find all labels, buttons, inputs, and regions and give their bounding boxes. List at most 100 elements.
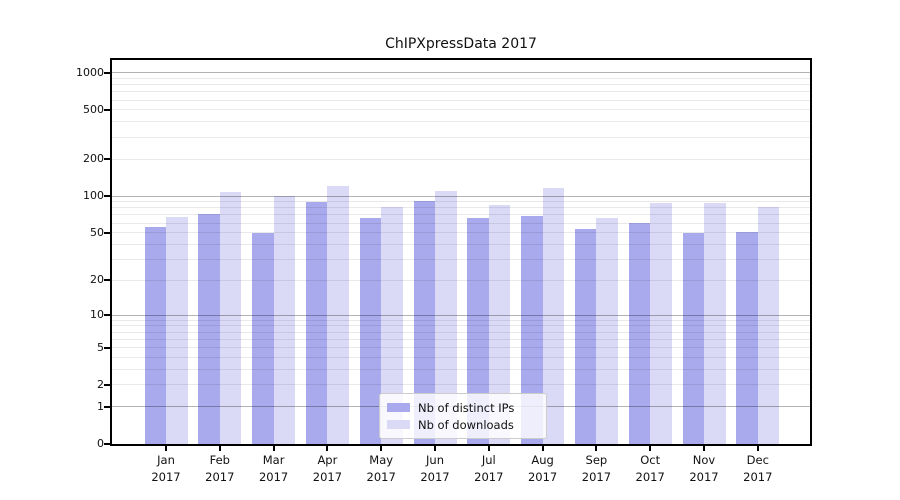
bar-downloads-feb bbox=[219, 191, 242, 444]
gridline-8 bbox=[112, 325, 810, 327]
gridline-90 bbox=[112, 201, 810, 203]
plot-canvas: Nb of distinct IPs Nb of downloads bbox=[112, 60, 810, 444]
x-tick-mark-aug bbox=[541, 446, 544, 451]
bar-ips-jan bbox=[144, 226, 166, 444]
y-tick-mark-50 bbox=[104, 231, 110, 234]
bar-ips-feb bbox=[198, 214, 220, 444]
x-tick-month: Dec bbox=[746, 453, 769, 467]
x-tick-year: 2017 bbox=[205, 469, 235, 484]
gridline-400 bbox=[112, 121, 810, 123]
chart-title: ChIPXpressData 2017 bbox=[385, 36, 537, 52]
x-tick-year: 2017 bbox=[527, 469, 558, 484]
x-tick-mark-jul bbox=[487, 446, 490, 451]
x-tick-label-jun: Jun 2017 bbox=[405, 452, 465, 485]
gridline-3 bbox=[112, 369, 810, 370]
x-tick-year: 2017 bbox=[689, 469, 719, 484]
gridline-800 bbox=[112, 84, 810, 86]
bar-downloads-may bbox=[381, 206, 403, 444]
gridline-40 bbox=[112, 243, 810, 245]
y-tick-mark-20 bbox=[104, 279, 110, 282]
y-tick-mark-1 bbox=[104, 405, 110, 408]
x-tick-year: 2017 bbox=[258, 469, 289, 484]
x-tick-label-feb: Feb 2017 bbox=[190, 452, 250, 485]
gridline-1000 bbox=[112, 72, 810, 74]
x-tick-year: 2017 bbox=[474, 469, 504, 484]
legend-row-distinct-ips: Nb of distinct IPs bbox=[387, 399, 539, 416]
y-tick-label-50: 50 bbox=[90, 225, 104, 239]
bar-ips-aug bbox=[521, 216, 543, 444]
x-tick-month: Apr bbox=[317, 453, 338, 467]
gridline-2 bbox=[112, 384, 810, 386]
bar-downloads-mar bbox=[273, 196, 296, 444]
x-tick-mark-oct bbox=[649, 446, 652, 451]
bar-ips-mar bbox=[252, 232, 274, 444]
gridline-6 bbox=[112, 338, 810, 340]
legend-row-downloads: Nb of downloads bbox=[387, 416, 539, 433]
y-tick-mark-100 bbox=[104, 195, 110, 197]
gridline-10 bbox=[112, 314, 810, 316]
x-tick-mark-dec bbox=[756, 446, 759, 451]
y-tick-label-100: 100 bbox=[83, 189, 104, 202]
x-tick-label-oct: Oct 2017 bbox=[620, 452, 680, 485]
x-tick-label-aug: Aug 2017 bbox=[513, 452, 573, 485]
gridline-80 bbox=[112, 207, 810, 209]
x-tick-mark-feb bbox=[218, 446, 221, 451]
gridline-600 bbox=[112, 99, 810, 101]
gridline-9 bbox=[112, 319, 810, 321]
y-tick-mark-5 bbox=[104, 346, 110, 349]
gridline-20 bbox=[112, 279, 810, 281]
bar-ips-oct bbox=[628, 223, 651, 444]
bar-ips-apr bbox=[305, 201, 328, 444]
bar-downloads-nov bbox=[704, 202, 726, 444]
x-tick-month: Mar bbox=[262, 453, 285, 467]
bar-downloads-oct bbox=[650, 203, 672, 444]
x-tick-mark-jun bbox=[434, 446, 436, 451]
x-tick-label-jan: Jan 2017 bbox=[136, 452, 196, 485]
bar-ips-jun bbox=[413, 201, 435, 444]
bar-downloads-jul bbox=[488, 205, 511, 444]
x-tick-year: 2017 bbox=[743, 469, 773, 484]
x-tick-year: 2017 bbox=[151, 469, 181, 484]
x-tick-mark-apr bbox=[326, 446, 329, 451]
legend-label-downloads: Nb of downloads bbox=[418, 417, 514, 432]
gridline-900 bbox=[112, 77, 810, 79]
y-tick-label-1000: 1000 bbox=[76, 65, 104, 79]
x-tick-year: 2017 bbox=[312, 469, 343, 484]
y-tick-mark-2 bbox=[104, 383, 110, 386]
x-tick-label-nov: Nov 2017 bbox=[674, 452, 734, 485]
y-tick-mark-200 bbox=[104, 158, 110, 161]
y-tick-mark-10 bbox=[104, 314, 110, 317]
x-tick-label-jul: Jul 2017 bbox=[459, 452, 519, 485]
bar-ips-may bbox=[359, 218, 382, 444]
gridline-100 bbox=[112, 195, 810, 197]
legend-swatch-distinct-ips bbox=[387, 403, 410, 412]
x-tick-year: 2017 bbox=[635, 469, 665, 484]
x-tick-mark-jan bbox=[165, 446, 167, 451]
gridline-500 bbox=[112, 109, 810, 111]
gridline-200 bbox=[112, 158, 810, 160]
x-tick-month: Feb bbox=[209, 453, 230, 467]
y-tick-label-1: 1 bbox=[97, 399, 104, 413]
bar-downloads-jan bbox=[166, 217, 188, 444]
bar-downloads-dec bbox=[757, 206, 780, 444]
bar-downloads-aug bbox=[542, 187, 565, 444]
x-tick-mark-mar bbox=[272, 446, 275, 451]
x-tick-mark-nov bbox=[703, 446, 705, 451]
y-tick-label-0: 0 bbox=[97, 437, 104, 450]
gridline-4 bbox=[112, 357, 810, 359]
bar-downloads-sep bbox=[596, 218, 618, 444]
y-tick-label-20: 20 bbox=[90, 273, 104, 287]
gridline-700 bbox=[112, 91, 810, 93]
plot-area: Nb of distinct IPs Nb of downloads bbox=[110, 58, 812, 446]
y-tick-mark-1000 bbox=[104, 71, 110, 74]
x-tick-month: Sep bbox=[585, 453, 608, 467]
bar-ips-dec bbox=[736, 231, 758, 444]
legend-label-distinct-ips: Nb of distinct IPs bbox=[418, 400, 515, 415]
legend: Nb of distinct IPs Nb of downloads bbox=[379, 393, 547, 439]
x-tick-month: Aug bbox=[531, 453, 554, 467]
gridline-60 bbox=[112, 222, 810, 224]
y-tick-mark-500 bbox=[104, 108, 110, 111]
y-tick-label-200: 200 bbox=[83, 152, 104, 166]
y-tick-mark-0 bbox=[104, 443, 110, 445]
